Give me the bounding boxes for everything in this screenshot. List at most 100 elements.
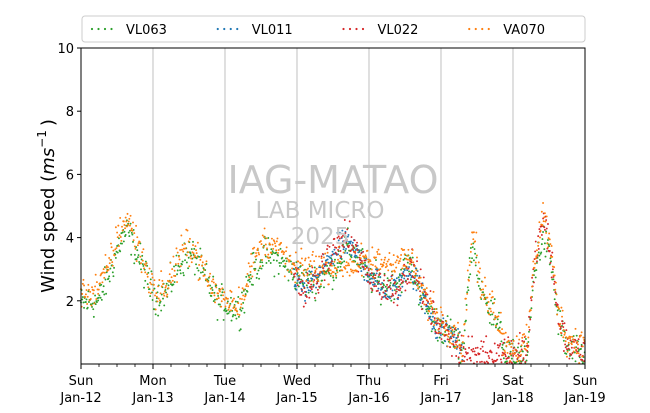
data-point-VA070 <box>375 256 377 259</box>
data-point-VL063 <box>258 277 261 280</box>
data-point-VL022 <box>379 283 382 286</box>
data-point-VL063 <box>297 285 300 288</box>
data-point-VL063 <box>530 307 533 310</box>
data-point-VL022 <box>412 276 415 279</box>
data-point-VA070 <box>411 249 414 251</box>
data-point-VL022 <box>499 358 502 361</box>
data-point-VA070 <box>188 237 191 240</box>
data-point-VA070 <box>289 254 292 257</box>
data-point-VL063 <box>193 273 196 276</box>
data-point-VL063 <box>550 260 552 263</box>
data-point-VL063 <box>94 294 97 297</box>
data-point-VL063 <box>335 276 338 279</box>
data-point-VL063 <box>220 283 223 285</box>
data-point-VA070 <box>476 281 479 284</box>
data-point-VL063 <box>86 306 89 309</box>
data-point-VA070 <box>512 339 515 342</box>
data-point-VL063 <box>541 238 544 241</box>
y-tick-label-8: 8 <box>66 105 74 120</box>
data-point-VA070 <box>250 265 253 268</box>
data-point-VL022 <box>462 346 465 348</box>
data-point-VL022 <box>342 234 344 237</box>
data-point-VA070 <box>190 261 193 264</box>
data-point-VA070 <box>198 263 201 266</box>
data-point-VL063 <box>473 248 476 250</box>
data-point-VA070 <box>511 352 514 355</box>
data-point-VL022 <box>577 347 579 350</box>
data-point-VA070 <box>359 257 362 260</box>
data-point-VL011 <box>304 299 306 302</box>
data-point-VL063 <box>528 330 530 333</box>
data-point-VL011 <box>315 286 317 289</box>
data-point-VL063 <box>140 258 143 261</box>
data-point-VA070 <box>293 262 295 265</box>
data-point-VA070 <box>265 237 268 240</box>
data-point-VL011 <box>397 294 400 297</box>
data-point-VA070 <box>534 257 537 260</box>
legend-label-VL063: VL063 <box>126 23 167 38</box>
data-point-VL063 <box>551 271 554 273</box>
data-point-VA070 <box>160 270 163 273</box>
data-point-VA070 <box>548 232 551 235</box>
data-point-VL063 <box>285 260 288 263</box>
data-point-VA070 <box>116 236 119 239</box>
data-point-VA070 <box>90 304 93 307</box>
data-point-VA070 <box>166 293 169 296</box>
data-point-VL063 <box>491 313 494 316</box>
data-point-VL022 <box>406 278 409 281</box>
data-point-VA070 <box>146 273 149 276</box>
data-point-VA070 <box>425 292 428 294</box>
data-point-VL022 <box>317 291 320 294</box>
data-point-VL063 <box>328 272 331 275</box>
data-point-VL063 <box>463 329 466 332</box>
data-point-VA070 <box>360 274 363 277</box>
data-point-VL022 <box>521 340 524 342</box>
data-point-VA070 <box>108 257 111 259</box>
data-point-VL022 <box>470 348 473 351</box>
data-point-VL063 <box>496 318 499 321</box>
data-point-VL063 <box>229 296 232 299</box>
data-point-VA070 <box>307 267 309 270</box>
data-point-VL022 <box>581 359 584 361</box>
data-point-VA070 <box>371 264 374 266</box>
data-point-VL022 <box>463 360 466 363</box>
data-point-VA070 <box>192 252 195 255</box>
data-point-VL022 <box>492 361 495 364</box>
data-point-VA070 <box>124 227 127 230</box>
data-point-VL063 <box>400 291 403 294</box>
data-point-VL022 <box>450 337 453 340</box>
data-point-VA070 <box>82 278 85 281</box>
data-point-VL063 <box>109 267 112 270</box>
data-point-VA070 <box>507 339 510 342</box>
data-point-VA070 <box>312 250 314 253</box>
data-point-VL011 <box>380 287 383 290</box>
data-point-VL022 <box>482 350 485 353</box>
data-point-VA070 <box>559 322 562 325</box>
data-point-VL011 <box>378 292 381 294</box>
data-point-VL022 <box>404 289 407 292</box>
data-point-VL011 <box>318 274 321 277</box>
data-point-VL063 <box>245 275 248 278</box>
data-point-VL063 <box>162 297 164 300</box>
data-point-VL022 <box>414 281 417 284</box>
data-point-VA070 <box>283 251 286 254</box>
data-point-VA070 <box>581 345 584 348</box>
data-point-VA070 <box>437 328 440 331</box>
data-point-VA070 <box>261 258 264 261</box>
data-point-VA070 <box>135 260 138 263</box>
data-point-VL063 <box>250 277 253 280</box>
data-point-VA070 <box>428 302 431 305</box>
data-point-VL022 <box>343 219 346 221</box>
data-point-VA070 <box>523 333 526 336</box>
data-point-VL063 <box>190 248 193 250</box>
data-point-VA070 <box>510 346 513 348</box>
data-point-VA070 <box>524 335 527 338</box>
data-point-VL022 <box>293 275 296 278</box>
data-point-VL022 <box>364 259 367 262</box>
data-point-VA070 <box>173 269 176 272</box>
data-point-VA070 <box>335 268 338 271</box>
data-point-VL022 <box>434 330 437 333</box>
data-point-VL063 <box>499 320 502 323</box>
data-point-VL011 <box>331 250 334 253</box>
data-point-VL063 <box>360 249 363 252</box>
